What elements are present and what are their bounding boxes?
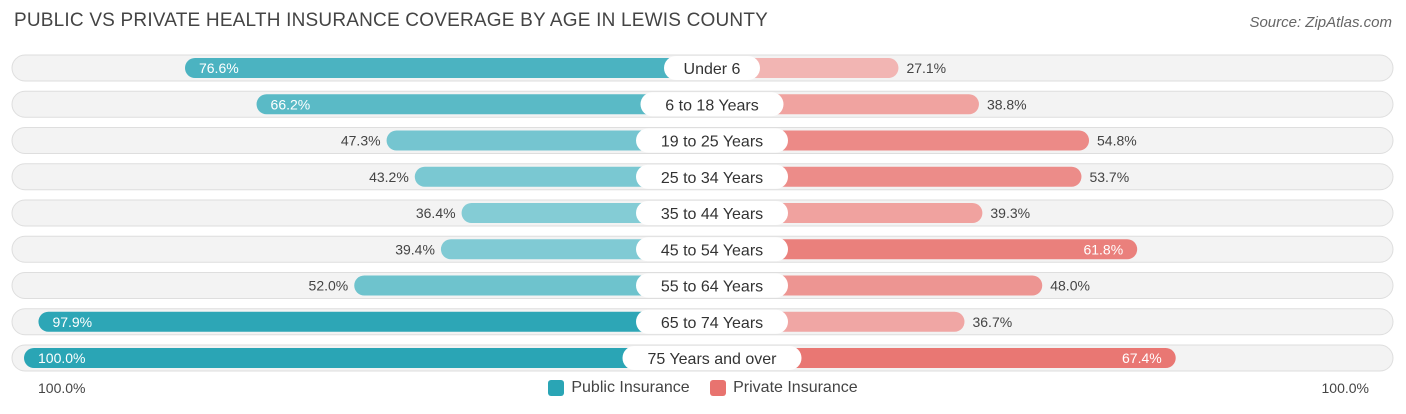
public-value-label: 43.2% xyxy=(369,169,409,185)
public-bar xyxy=(38,311,712,332)
public-value-label: 76.6% xyxy=(199,60,239,76)
legend-label-public: Public Insurance xyxy=(571,379,690,396)
legend-item-private: Private Insurance xyxy=(710,379,858,397)
axis-left-label: 100.0% xyxy=(38,380,86,396)
private-bar xyxy=(712,239,1138,260)
public-bar xyxy=(386,130,712,151)
public-bar xyxy=(256,94,712,115)
category-label: 25 to 34 Years xyxy=(661,170,763,187)
public-bar xyxy=(354,275,712,296)
public-value-label: 52.0% xyxy=(309,278,349,294)
private-value-label: 61.8% xyxy=(1083,241,1123,257)
chart-svg: 76.6% 27.1% Under 6 66.2% 38.8% 6 to 18 Years… xyxy=(11,54,1394,372)
category-label: 35 to 44 Years xyxy=(661,206,763,223)
axis-right-label: 100.0% xyxy=(1321,380,1369,396)
category-pill xyxy=(636,128,788,153)
public-value-label: 97.9% xyxy=(52,314,92,330)
private-value-label: 36.7% xyxy=(972,314,1012,330)
private-value-label: 27.1% xyxy=(906,60,946,76)
legend: Public Insurance Private Insurance xyxy=(0,379,1406,401)
private-value-label: 67.4% xyxy=(1122,350,1162,366)
chart-title: PUBLIC VS PRIVATE HEALTH INSURANCE COVER… xyxy=(14,10,769,31)
private-value-label: 53.7% xyxy=(1089,169,1129,185)
private-bar xyxy=(712,130,1090,151)
category-label: 45 to 54 Years xyxy=(661,242,763,259)
public-value-label: 47.3% xyxy=(341,133,381,149)
category-label: Under 6 xyxy=(684,61,741,78)
legend-swatch-public xyxy=(548,380,565,396)
public-bar xyxy=(184,58,712,78)
category-label: 19 to 25 Years xyxy=(661,134,763,151)
public-bar xyxy=(24,348,712,368)
private-value-label: 48.0% xyxy=(1050,278,1090,294)
category-pill xyxy=(636,201,788,225)
category-label: 75 Years and over xyxy=(648,351,778,368)
category-pill xyxy=(664,56,760,80)
category-pill xyxy=(636,309,788,334)
public-value-label: 100.0% xyxy=(38,350,85,366)
category-pill xyxy=(622,346,802,370)
category-pill xyxy=(636,164,788,189)
private-bar xyxy=(712,166,1082,187)
legend-item-public: Public Insurance xyxy=(548,379,690,397)
category-label: 65 to 74 Years xyxy=(661,315,763,332)
public-value-label: 36.4% xyxy=(416,205,456,221)
public-value-label: 66.2% xyxy=(271,96,311,112)
private-bar xyxy=(712,348,1176,368)
category-label: 55 to 64 Years xyxy=(661,279,763,296)
category-label: 6 to 18 Years xyxy=(665,97,758,114)
category-pill xyxy=(636,237,788,262)
category-pill xyxy=(636,273,788,298)
public-value-label: 39.4% xyxy=(395,241,435,257)
legend-label-private: Private Insurance xyxy=(733,379,858,396)
legend-swatch-private xyxy=(710,380,727,396)
private-bar xyxy=(712,275,1043,296)
private-value-label: 39.3% xyxy=(990,205,1030,221)
private-value-label: 38.8% xyxy=(987,96,1027,112)
source-label: Source: ZipAtlas.com xyxy=(1249,14,1392,31)
category-pill xyxy=(640,92,784,117)
private-value-label: 54.8% xyxy=(1097,133,1137,149)
